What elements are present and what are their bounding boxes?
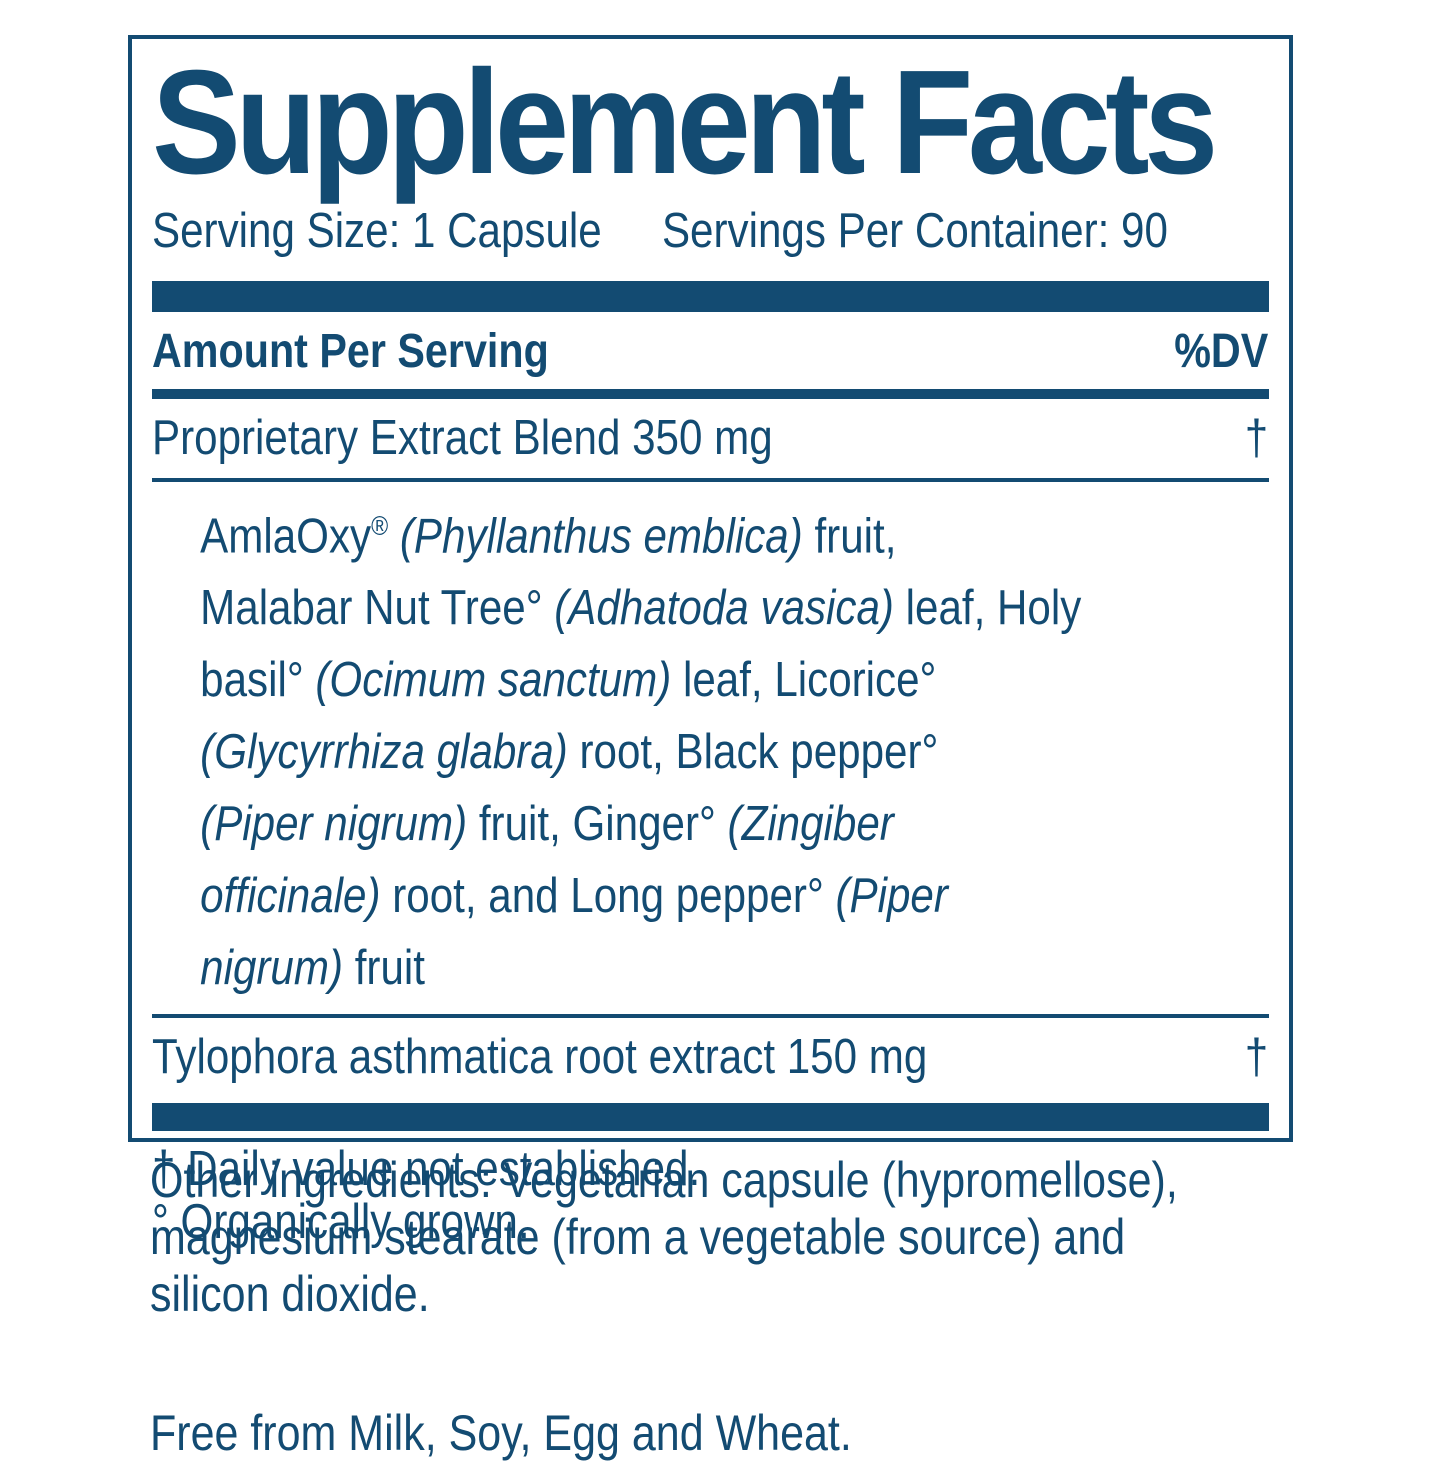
row-rule	[152, 1014, 1269, 1019]
blend-line: Malabar Nut Tree° (Adhatoda vasica) leaf…	[200, 581, 1082, 636]
amount-per-serving-header: Amount Per Serving	[152, 324, 549, 378]
footnote-daily-value: † Daily value not established.	[152, 1142, 701, 1197]
footnotes: † Daily value not established. ° Organic…	[152, 1131, 1268, 1249]
supplement-facts-panel: Supplement Facts Serving Size: 1 Capsule…	[128, 35, 1293, 1249]
blend-line: (Glycyrrhiza glabra) root, Black pepper°	[200, 725, 939, 780]
below-panel-text: Other ingredients: Vegetarian capsule (h…	[150, 1152, 1380, 1462]
other-ingredients: Other ingredients: Vegetarian capsule (h…	[150, 1152, 1379, 1323]
ingredient-name: Tylophora asthmatica root extract 150 mg	[152, 1030, 928, 1085]
servings-per-container: Servings Per Container: 90	[661, 204, 1168, 258]
free-from-statement: Free from Milk, Soy, Egg and Wheat.	[150, 1405, 852, 1461]
blend-line: (Piper nigrum) fruit, Ginger° (Zingiber	[200, 797, 894, 852]
table-row-tylophora: Tylophora asthmatica root extract 150 mg…	[152, 1018, 1268, 1097]
footnote-organically-grown: ° Organically grown.	[152, 1195, 530, 1250]
other-ingredients-line: Other ingredients: Vegetarian capsule (h…	[150, 1152, 1178, 1208]
row-rule	[152, 477, 1269, 482]
blend-line: officinale) root, and Long pepper° (Pipe…	[200, 869, 948, 924]
divider-bar-bottom	[152, 1103, 1269, 1132]
percent-dv-header: %DV	[1174, 324, 1269, 378]
dv-dagger: †	[1244, 1030, 1269, 1085]
blend-line: nigrum) fruit	[200, 941, 425, 996]
serving-info: Serving Size: 1 Capsule Servings Per Cont…	[152, 204, 1268, 259]
other-ingredients-line: magnesium stearate (from a vegetable sou…	[150, 1209, 1126, 1265]
header-rule	[152, 388, 1269, 399]
other-ingredients-line: silicon dioxide.	[150, 1266, 430, 1322]
serving-size: Serving Size: 1 Capsule	[152, 204, 602, 258]
divider-bar-top	[152, 280, 1269, 312]
ingredient-name: Proprietary Extract Blend 350 mg	[152, 410, 773, 465]
blend-line: AmlaOxy® (Phyllanthus emblica) fruit,	[200, 509, 897, 564]
panel-title: Supplement Facts	[152, 40, 1218, 205]
table-row-proprietary-blend: Proprietary Extract Blend 350 mg †	[152, 399, 1268, 478]
table-header-row: Amount Per Serving %DV	[152, 312, 1268, 389]
blend-line: basil° (Ocimum sanctum) leaf, Licorice°	[200, 653, 937, 708]
dv-dagger: †	[1244, 410, 1269, 465]
blend-ingredient-list: AmlaOxy® (Phyllanthus emblica) fruit, Mal…	[152, 482, 1268, 1014]
